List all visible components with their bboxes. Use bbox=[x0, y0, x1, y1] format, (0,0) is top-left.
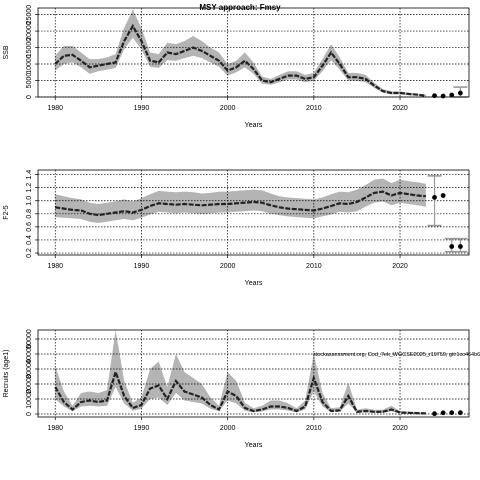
x-tick-label: 2020 bbox=[392, 425, 408, 432]
x-tick-label: 1990 bbox=[134, 263, 150, 270]
y-tick-label: 1.2 bbox=[26, 183, 33, 193]
forecast-point bbox=[440, 93, 446, 99]
confidence-band bbox=[55, 330, 426, 414]
x-tick-label: 2020 bbox=[392, 263, 408, 270]
plot-frame bbox=[37, 329, 470, 418]
y-tick-label: 0.8 bbox=[26, 209, 33, 219]
forecast-point bbox=[440, 410, 446, 416]
y-tick-label: 20000 bbox=[26, 374, 33, 394]
y-tick-label: 15000 bbox=[26, 38, 33, 58]
x-tick-label: 1980 bbox=[47, 425, 63, 432]
y-tick-label: 0 bbox=[26, 412, 33, 416]
x-tick-label: 1980 bbox=[47, 263, 63, 270]
x-axis-label: Years bbox=[245, 442, 263, 449]
estimate-line bbox=[55, 190, 426, 217]
x-tick-label: 2010 bbox=[306, 425, 322, 432]
x-tick-label: 2000 bbox=[220, 105, 236, 112]
x-tick-label: 2000 bbox=[220, 425, 236, 432]
forecast-point bbox=[432, 411, 437, 417]
y-tick-label: 40000 bbox=[26, 344, 33, 364]
panel-2: 1980 1990 2000 2010 2020 0.2 0.4 0.6 0.8 1.0 1.2 1.… bbox=[3, 169, 470, 287]
plot-frame bbox=[37, 169, 470, 256]
plot-frame bbox=[37, 7, 470, 98]
estimate-line bbox=[54, 368, 426, 415]
y-tick-label: 0.4 bbox=[26, 235, 33, 245]
x-tick-label: 2010 bbox=[306, 263, 322, 270]
x-tick-label: 1990 bbox=[134, 425, 150, 432]
y-tick-label: 10000 bbox=[26, 54, 33, 74]
panel-3: 1980 1990 2000 2010 2020 0 1000020000300004000… bbox=[3, 329, 480, 449]
forecast-point bbox=[449, 410, 455, 416]
source-annotation: stockassessment.org, Cod_7ek_WGCSE2025_r… bbox=[313, 352, 480, 358]
y-tick-label: 30000 bbox=[26, 359, 33, 379]
x-tick-label: 2010 bbox=[306, 105, 322, 112]
y-tick-label: 1.4 bbox=[26, 170, 33, 180]
y-tick-label: 50000 bbox=[26, 329, 33, 349]
x-tick-label: 1990 bbox=[134, 105, 150, 112]
estimate-line bbox=[54, 23, 427, 97]
y-tick-label: 0.6 bbox=[26, 222, 33, 232]
y-tick-label: 0.2 bbox=[26, 248, 33, 258]
x-tick-label: 1980 bbox=[47, 105, 63, 112]
forecast-point bbox=[432, 195, 437, 200]
x-tick-label: 2000 bbox=[220, 263, 236, 270]
y-tick-label: 10000 bbox=[26, 389, 33, 409]
forecast-point bbox=[457, 90, 463, 96]
panel-1: 1980 1990 2000 2010 2020 0 5000100001500020000… bbox=[3, 5, 470, 129]
x-axis-label: Years bbox=[245, 122, 263, 129]
y-tick-label: 5000 bbox=[26, 73, 33, 89]
y-tick-label: 25000 bbox=[26, 5, 33, 25]
forecast-point bbox=[449, 92, 455, 98]
confidence-band bbox=[55, 178, 426, 223]
y-axis-label: SSB bbox=[3, 45, 10, 59]
figure-title: MSY approach: Fmsy bbox=[199, 3, 281, 12]
forecast-point bbox=[457, 410, 463, 416]
forecast-point bbox=[440, 193, 446, 198]
y-axis-label: Recruits (age1) bbox=[3, 350, 10, 398]
forecast-point bbox=[457, 244, 463, 249]
y-axis-label: F2-5 bbox=[3, 205, 10, 220]
y-tick-label: 0 bbox=[26, 95, 33, 99]
y-tick-label: 1.0 bbox=[26, 196, 33, 206]
forecast-point bbox=[449, 244, 455, 249]
x-axis-label: Years bbox=[245, 280, 263, 287]
x-tick-label: 2020 bbox=[392, 105, 408, 112]
y-tick-label: 20000 bbox=[26, 21, 33, 41]
